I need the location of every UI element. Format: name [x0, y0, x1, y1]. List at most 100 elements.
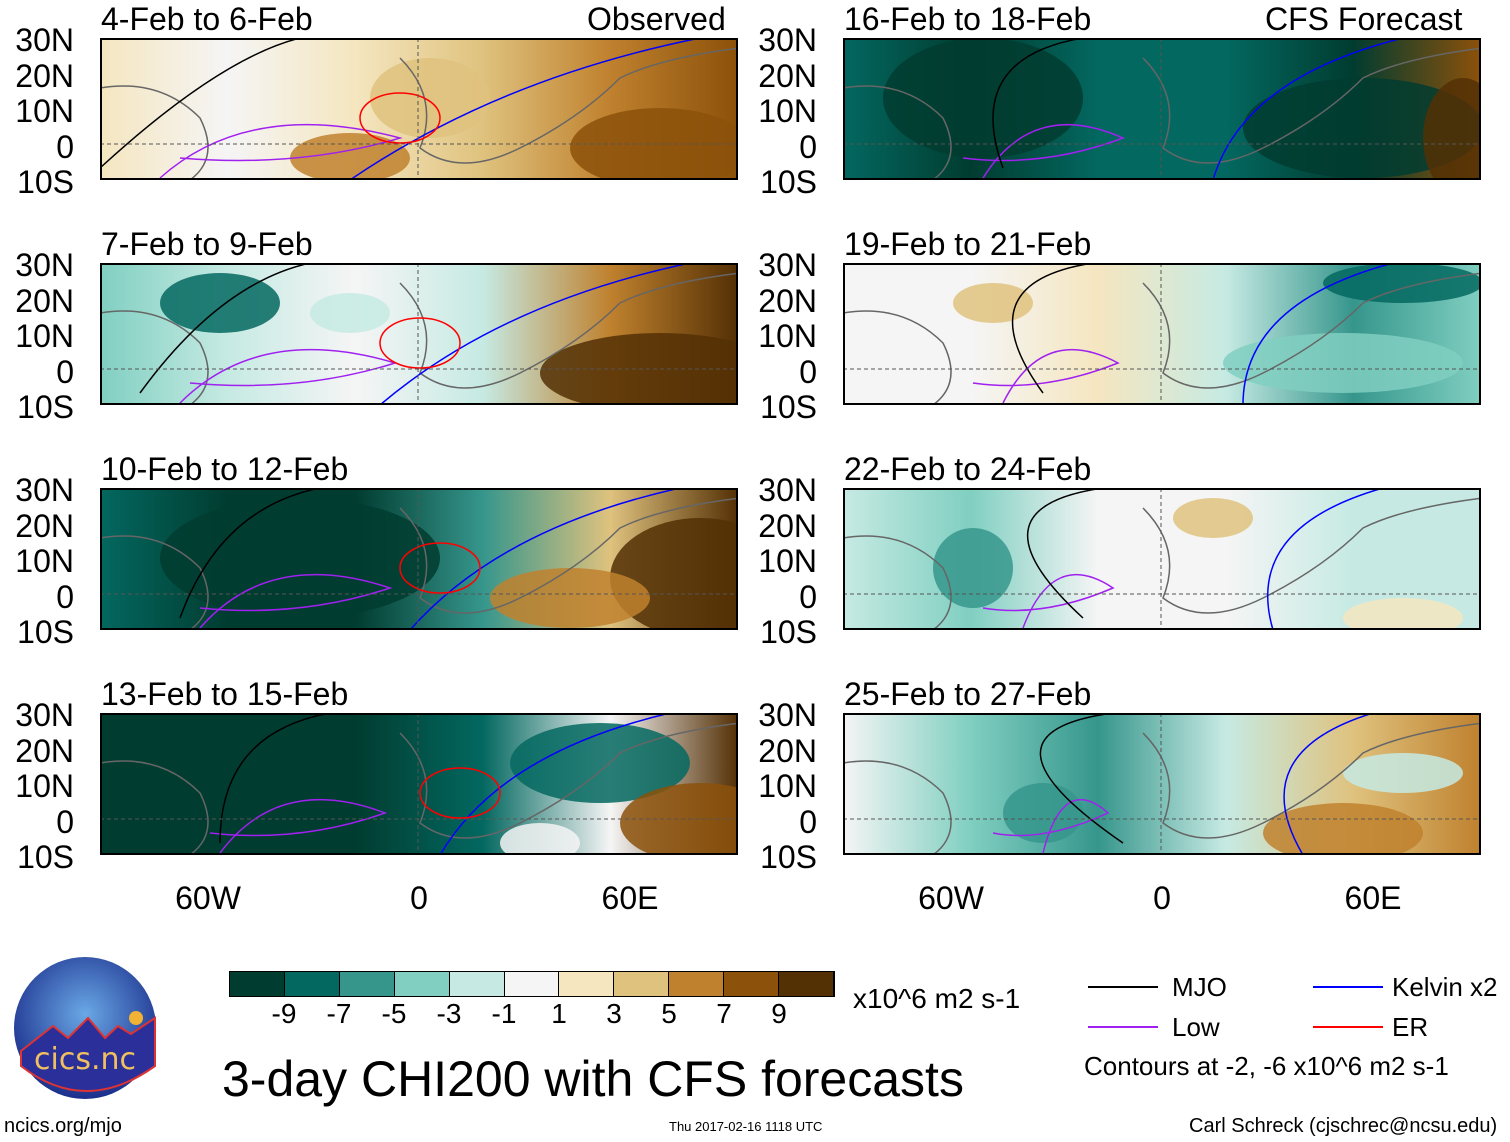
contour-kelvin [409, 488, 681, 630]
contour-kelvin [349, 38, 701, 180]
panel-title: 7-Feb to 9-Feb [101, 226, 313, 262]
y-tick-label: 0 [56, 803, 74, 840]
legend-kelvin-line [1313, 986, 1383, 988]
x-tick-label: 60E [601, 880, 659, 916]
x-tick-label: 60W [175, 880, 241, 916]
legend-mjo-line [1088, 986, 1158, 988]
y-tick-label: 0 [799, 128, 817, 165]
x-tick-label: 60E [1344, 880, 1402, 916]
legend-mjo-label: MJO [1172, 972, 1227, 1002]
panel-title: 22-Feb to 24-Feb [844, 451, 1092, 487]
panel-frame [100, 38, 738, 180]
y-tick-label: 20N [758, 282, 817, 319]
map-panel [843, 263, 1481, 405]
contour-mjo [179, 488, 321, 619]
colorbar-swatch [230, 972, 285, 996]
contour-kelvin [439, 713, 671, 855]
contour-low [992, 799, 1110, 854]
shading-blob [1173, 498, 1253, 538]
coastline [100, 272, 738, 405]
y-tick-label: 10S [17, 164, 74, 200]
legend-er-label: ER [1392, 1012, 1429, 1042]
x-tick-label: 0 [1153, 880, 1171, 916]
coastline [843, 272, 1481, 405]
colorbar-tick-label: -1 [491, 998, 517, 1029]
y-tick-label: 10S [760, 839, 817, 875]
y-tick-label: 10S [17, 389, 74, 425]
contour-mjo [1027, 488, 1104, 619]
contour-kelvin [1266, 488, 1384, 630]
y-tick-label: 30N [758, 697, 817, 733]
shading-blob [290, 133, 410, 180]
coastline [843, 47, 1481, 180]
contour-mjo [1039, 713, 1124, 844]
y-tick-label: 0 [56, 128, 74, 165]
contour-mjo [100, 38, 301, 169]
y-tick-label: 0 [56, 578, 74, 615]
contour-kelvin [379, 263, 691, 405]
colorbar-tick-label: -5 [381, 998, 407, 1029]
coastline [100, 722, 738, 855]
contour-low [199, 573, 393, 629]
forecast-header: CFS Forecast [1265, 1, 1463, 37]
coastline [843, 722, 1481, 855]
colorbar-swatch [284, 972, 340, 996]
footer-url[interactable]: ncics.org/mjo [4, 1115, 122, 1137]
y-tick-label: 10N [758, 543, 817, 579]
shading-blob [1343, 753, 1463, 793]
contour-er [399, 542, 481, 594]
y-tick-label: 30N [758, 247, 817, 283]
y-tick-label: 20N [758, 507, 817, 544]
colorbar-tick-label: -3 [436, 998, 462, 1029]
colorbar-tick-label: -9 [271, 998, 297, 1029]
colorbar [229, 971, 835, 997]
shading-blob [933, 528, 1013, 608]
contour-mjo [219, 713, 331, 844]
y-tick-label: 30N [15, 472, 74, 508]
shading-blob [490, 568, 650, 628]
y-tick-label: 10N [758, 768, 817, 804]
panel-frame [100, 488, 738, 630]
shading-blob [160, 273, 280, 333]
legend-er-line [1313, 1026, 1383, 1028]
x-tick-label: 60W [918, 880, 984, 916]
colorbar-tick-label: 3 [606, 998, 622, 1029]
colorbar-swatch [504, 972, 560, 996]
map-panel [843, 38, 1481, 180]
colorbar-swatch [779, 972, 834, 996]
panel-title: 13-Feb to 15-Feb [101, 676, 349, 712]
contour-mjo [139, 263, 311, 394]
y-tick-label: 10S [760, 614, 817, 650]
y-tick-label: 20N [15, 732, 74, 769]
shading-blob [1243, 78, 1481, 178]
map-panel [100, 713, 738, 855]
map-panel [100, 263, 738, 405]
contour-low [159, 123, 403, 179]
shading-blob [1323, 263, 1481, 303]
shading-blob [1003, 783, 1083, 843]
y-tick-label: 10S [17, 614, 74, 650]
y-tick-label: 10S [760, 164, 817, 200]
colorbar-tick-label: 5 [661, 998, 677, 1029]
colorbar-swatch [449, 972, 505, 996]
y-tick-label: 0 [799, 578, 817, 615]
shading-blob [1263, 803, 1423, 855]
y-tick-label: 10S [17, 839, 74, 875]
contour-kelvin [1283, 713, 1374, 855]
panel-frame [100, 263, 738, 405]
map-panel [100, 488, 738, 630]
colorbar-tick-label: 7 [716, 998, 732, 1029]
y-tick-label: 10N [15, 768, 74, 804]
panel-frame [843, 263, 1481, 405]
y-tick-label: 30N [15, 247, 74, 283]
contour-low [972, 348, 1120, 404]
panel-title: 10-Feb to 12-Feb [101, 451, 349, 487]
shading-blob [1423, 78, 1481, 180]
panel-title: 19-Feb to 21-Feb [844, 226, 1092, 262]
shading-blob [620, 783, 738, 855]
panel-frame [843, 488, 1481, 630]
y-tick-label: 30N [758, 22, 817, 58]
contour-low [962, 123, 1125, 179]
contour-er [419, 767, 501, 819]
